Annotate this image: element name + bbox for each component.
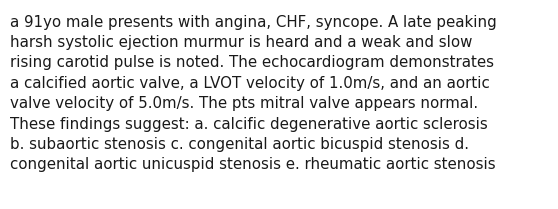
Text: a 91yo male presents with angina, CHF, syncope. A late peaking
harsh systolic ej: a 91yo male presents with angina, CHF, s… [10,15,497,172]
